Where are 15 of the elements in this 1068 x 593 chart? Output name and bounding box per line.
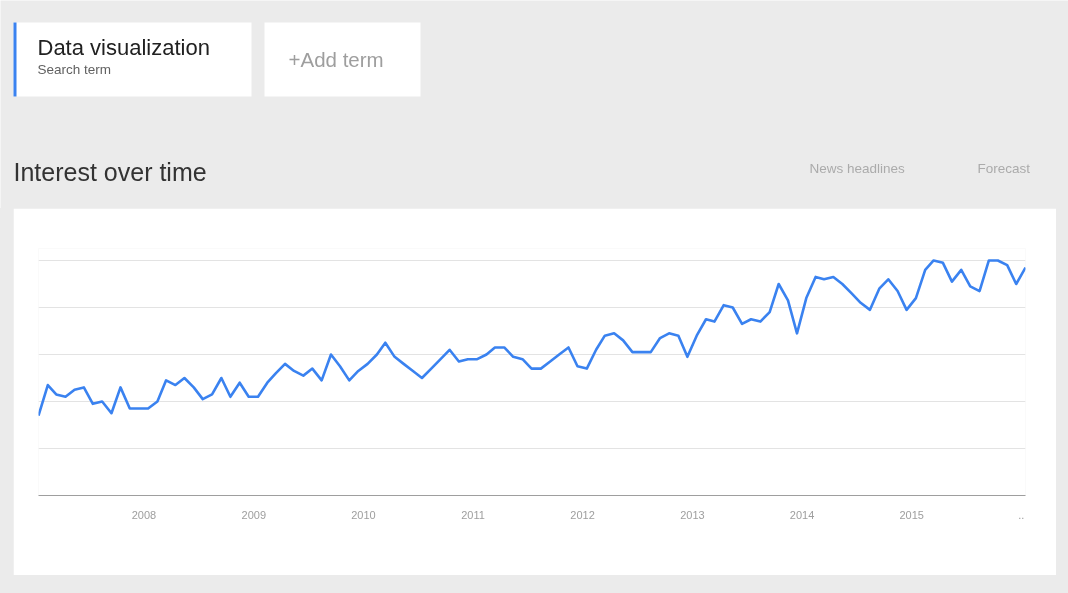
text: Data visualization [37, 35, 210, 60]
text: News headlines [809, 161, 906, 176]
x-tick-label: 2009 [241, 508, 267, 521]
x-tick-label: 2010 [351, 508, 376, 521]
x-tick-label: 2013 [680, 508, 705, 521]
x-tick-label: 2012 [570, 508, 595, 521]
text: Search term [37, 62, 112, 77]
text: Forecast [977, 161, 1031, 176]
x-tick-label: 2011 [461, 508, 485, 521]
x-tick-label: 2014 [789, 508, 815, 521]
x-tick-label: 2015 [899, 508, 924, 521]
x-tick-label: .. [1018, 508, 1025, 521]
x-tick-label: 2008 [131, 508, 157, 521]
chart-title: Interest over time [13, 157, 207, 186]
text: +Add term [288, 48, 384, 71]
